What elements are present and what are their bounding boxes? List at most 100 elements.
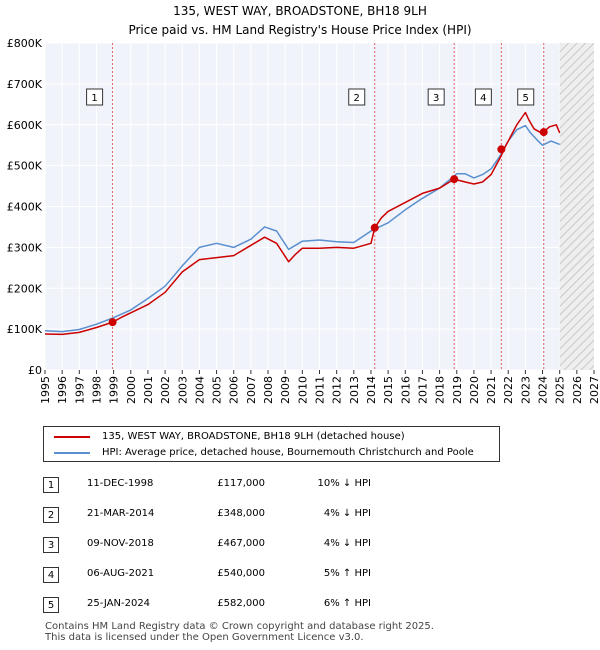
sale-date: 21-MAR-2014 bbox=[87, 508, 155, 519]
y-tick-label: £500K bbox=[7, 160, 43, 173]
y-tick-label: £100K bbox=[7, 323, 43, 336]
y-tick-label: £300K bbox=[7, 241, 43, 254]
x-tick-label: 1996 bbox=[56, 376, 69, 404]
sale-label-box bbox=[427, 88, 445, 106]
y-tick-label: £800K bbox=[7, 37, 43, 50]
chart-title: 135, WEST WAY, BROADSTONE, BH18 9LH bbox=[173, 4, 427, 18]
hpi-series-line bbox=[44, 124, 560, 333]
x-tick-label: 2004 bbox=[193, 376, 206, 404]
sale-date: 11-DEC-1998 bbox=[87, 478, 154, 489]
forecast-hatch bbox=[559, 43, 594, 370]
sale-marker-lines bbox=[112, 43, 545, 370]
y-tick-label: £700K bbox=[7, 78, 43, 91]
sale-hpi-diff: 4% ↓ HPI bbox=[323, 538, 371, 549]
x-tick-label: 2023 bbox=[519, 376, 532, 404]
y-tick-label: £200K bbox=[7, 282, 43, 295]
sale-number: 2 bbox=[43, 507, 59, 523]
forecast-region bbox=[559, 43, 594, 370]
sale-label-number: 1 bbox=[91, 93, 97, 104]
sale-label-number: 2 bbox=[354, 93, 360, 104]
sale-date: 06-AUG-2021 bbox=[87, 568, 155, 579]
sale-number: 1 bbox=[43, 477, 59, 493]
x-tick-label: 1995 bbox=[39, 376, 52, 404]
x-tick-label: 2012 bbox=[331, 376, 344, 404]
x-tick-label: 2010 bbox=[296, 376, 309, 404]
x-tick-label: 1997 bbox=[73, 376, 86, 404]
sale-row: 3 09-NOV-2018 £467,000 4% ↓ HPI bbox=[43, 537, 443, 555]
sale-points bbox=[108, 128, 548, 327]
sale-label-box bbox=[348, 88, 366, 106]
x-tick-label: 2005 bbox=[211, 376, 224, 404]
x-tick-label: 2022 bbox=[502, 376, 515, 404]
sale-price: £348,000 bbox=[217, 508, 265, 519]
sale-point bbox=[450, 175, 459, 184]
x-tick-label: 2000 bbox=[125, 376, 138, 404]
x-tick-label: 2026 bbox=[571, 376, 584, 404]
sale-number: 3 bbox=[43, 537, 59, 553]
x-tick-label: 2016 bbox=[399, 376, 412, 404]
footer-copyright: Contains HM Land Registry data © Crown c… bbox=[45, 621, 434, 632]
price-chart: 1 2 3 4 5 £0 £100K £200K £300K £400K £500K £600K £7… bbox=[7, 37, 600, 404]
x-tick-label: 2024 bbox=[537, 376, 550, 404]
sale-hpi-diff: 10% ↓ HPI bbox=[317, 478, 371, 489]
sale-label-number: 4 bbox=[480, 93, 486, 104]
sale-price: £117,000 bbox=[217, 478, 265, 489]
sale-label-box bbox=[474, 88, 492, 106]
footer-licence: This data is licensed under the Open Gov… bbox=[45, 632, 364, 643]
sale-row: 2 21-MAR-2014 £348,000 4% ↓ HPI bbox=[43, 507, 443, 525]
sale-row: 1 11-DEC-1998 £117,000 10% ↓ HPI bbox=[43, 477, 443, 495]
sale-hpi-diff: 6% ↑ HPI bbox=[323, 598, 371, 609]
x-tick-label: 2011 bbox=[314, 376, 327, 404]
legend-label-property: 135, WEST WAY, BROADSTONE, BH18 9LH (det… bbox=[102, 431, 405, 442]
x-tick-label: 2015 bbox=[382, 376, 395, 404]
x-tick-label: 2021 bbox=[485, 376, 498, 404]
x-axis: 1995 1996 1997 1998 1999 2000 2001 2002 2003 2004… bbox=[39, 370, 600, 404]
x-tick-label: 1999 bbox=[108, 376, 121, 404]
legend: 135, WEST WAY, BROADSTONE, BH18 9LH (det… bbox=[43, 426, 500, 462]
sale-row: 4 06-AUG-2021 £540,000 5% ↑ HPI bbox=[43, 567, 443, 585]
sale-number: 4 bbox=[43, 567, 59, 583]
legend-swatch-hpi bbox=[54, 452, 90, 454]
sale-price: £467,000 bbox=[217, 538, 265, 549]
x-tick-label: 2002 bbox=[159, 376, 172, 404]
x-tick-label: 2009 bbox=[279, 376, 292, 404]
sale-point bbox=[539, 128, 548, 137]
y-tick-label: £0 bbox=[28, 364, 42, 377]
sale-labels: 1 2 3 4 5 bbox=[86, 88, 535, 106]
legend-label-hpi: HPI: Average price, detached house, Bour… bbox=[102, 447, 474, 458]
sale-number: 5 bbox=[43, 597, 59, 613]
sale-hpi-diff: 4% ↓ HPI bbox=[323, 508, 371, 519]
x-tick-label: 2006 bbox=[228, 376, 241, 404]
y-tick-label: £400K bbox=[7, 201, 43, 214]
x-tick-label: 2007 bbox=[245, 376, 258, 404]
sale-label-number: 3 bbox=[433, 93, 439, 104]
sale-point bbox=[497, 145, 506, 154]
x-tick-label: 2003 bbox=[176, 376, 189, 404]
x-tick-label: 2027 bbox=[588, 376, 600, 404]
sale-point bbox=[370, 223, 379, 232]
x-tick-label: 2018 bbox=[434, 376, 447, 404]
legend-swatch-property bbox=[54, 436, 90, 438]
y-axis: £0 £100K £200K £300K £400K £500K £600K £700K £80… bbox=[7, 37, 43, 377]
sale-hpi-diff: 5% ↑ HPI bbox=[323, 568, 371, 579]
x-tick-label: 2020 bbox=[468, 376, 481, 404]
sale-price: £582,000 bbox=[217, 598, 265, 609]
x-tick-label: 2017 bbox=[416, 376, 429, 404]
sale-row: 5 25-JAN-2024 £582,000 6% ↑ HPI bbox=[43, 597, 443, 615]
chart-title-block: 135, WEST WAY, BROADSTONE, BH18 9LH Pric… bbox=[0, 2, 600, 40]
chart-subtitle: Price paid vs. HM Land Registry's House … bbox=[128, 23, 472, 37]
x-tick-label: 2014 bbox=[365, 376, 378, 404]
sale-date: 09-NOV-2018 bbox=[87, 538, 154, 549]
x-tick-label: 2001 bbox=[142, 376, 155, 404]
sale-price: £540,000 bbox=[217, 568, 265, 579]
sale-date: 25-JAN-2024 bbox=[87, 598, 151, 609]
x-tick-label: 1998 bbox=[90, 376, 103, 404]
x-tick-label: 2013 bbox=[348, 376, 361, 404]
sale-label-box bbox=[86, 88, 104, 106]
x-tick-label: 2008 bbox=[262, 376, 275, 404]
x-tick-label: 2019 bbox=[451, 376, 464, 404]
y-tick-label: £600K bbox=[7, 119, 43, 132]
sale-point bbox=[108, 318, 117, 327]
footer: Contains HM Land Registry data © Crown c… bbox=[45, 621, 434, 643]
x-tick-label: 2025 bbox=[554, 376, 567, 404]
